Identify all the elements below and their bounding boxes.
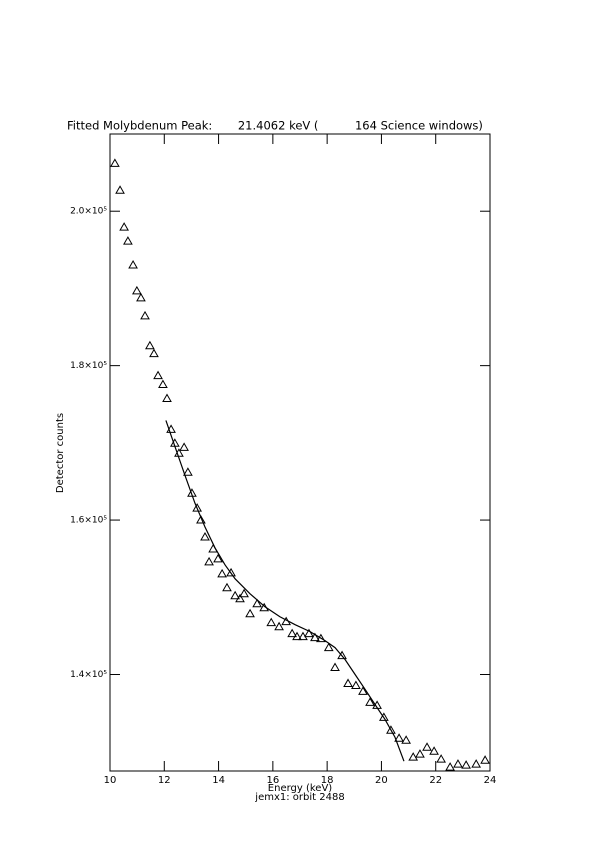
data-point <box>192 503 202 512</box>
data-point <box>132 285 142 295</box>
data-point <box>235 593 245 603</box>
data-point <box>429 746 439 755</box>
data-point <box>162 393 172 403</box>
data-point <box>115 185 125 194</box>
data-point <box>110 158 120 167</box>
x-tick-label: 12 <box>158 775 171 786</box>
data-point <box>140 310 150 320</box>
data-point <box>394 733 404 742</box>
data-point <box>245 608 255 618</box>
data-point <box>480 755 490 764</box>
data-point <box>422 742 432 751</box>
data-point <box>196 515 206 524</box>
data-point <box>119 222 129 231</box>
fit-line <box>165 420 405 762</box>
data-point <box>401 735 411 744</box>
data-point <box>351 680 361 689</box>
data-point <box>310 632 320 642</box>
data-point <box>128 260 138 269</box>
data-point <box>304 628 314 638</box>
data-point <box>323 642 334 652</box>
data-point <box>179 442 189 451</box>
y-tick-label: 1.6×10⁵ <box>70 516 107 526</box>
data-point <box>330 662 340 672</box>
data-point <box>453 759 463 768</box>
data-point <box>200 531 210 541</box>
data-point <box>123 236 133 245</box>
x-tick-label: 24 <box>484 775 497 786</box>
data-point <box>204 556 214 566</box>
data-point <box>252 598 262 608</box>
data-point <box>287 628 297 638</box>
x-tick-label: 10 <box>104 775 117 786</box>
data-point <box>226 567 236 577</box>
data-point <box>316 633 326 643</box>
data-point <box>445 762 455 771</box>
data-point <box>145 340 155 350</box>
plot-frame <box>109 133 491 772</box>
y-tick-label: 1.4×10⁵ <box>70 670 107 680</box>
data-point <box>266 617 277 627</box>
data-point <box>183 467 193 476</box>
data-point <box>213 553 223 563</box>
x-tick-label: 22 <box>429 775 442 786</box>
x-tick-label: 20 <box>375 775 388 786</box>
data-point <box>386 725 396 734</box>
x-tick-label: 16 <box>266 775 279 786</box>
data-point <box>379 712 389 721</box>
data-point <box>365 697 375 706</box>
data-point <box>239 588 249 598</box>
data-point <box>217 568 227 578</box>
data-point <box>461 760 471 769</box>
x-axis-label: Energy (keV) <box>268 783 333 794</box>
data-point <box>471 759 482 768</box>
data-point <box>436 754 447 763</box>
data-point <box>149 348 159 358</box>
data-point <box>415 749 425 758</box>
data-point <box>274 621 284 631</box>
x-tick-label: 14 <box>212 775 225 786</box>
data-point <box>158 379 168 389</box>
y-tick-label: 2.0×10⁵ <box>70 207 107 217</box>
data-point <box>337 650 347 660</box>
data-point <box>153 370 163 380</box>
y-tick-label: 1.8×10⁵ <box>70 361 107 371</box>
data-point <box>230 590 240 600</box>
data-point <box>222 582 232 592</box>
data-point <box>343 678 353 687</box>
data-point <box>136 292 146 302</box>
subtitle: jemx1: orbit 2488 <box>254 792 344 803</box>
chart-title: Fitted Molybdenum Peak: 21.4062 keV ( 16… <box>67 119 483 133</box>
y-axis-label: Detector counts <box>55 413 66 493</box>
x-tick-label: 18 <box>321 775 334 786</box>
data-point <box>408 752 419 761</box>
data-point <box>292 631 302 641</box>
data-point <box>358 686 368 695</box>
